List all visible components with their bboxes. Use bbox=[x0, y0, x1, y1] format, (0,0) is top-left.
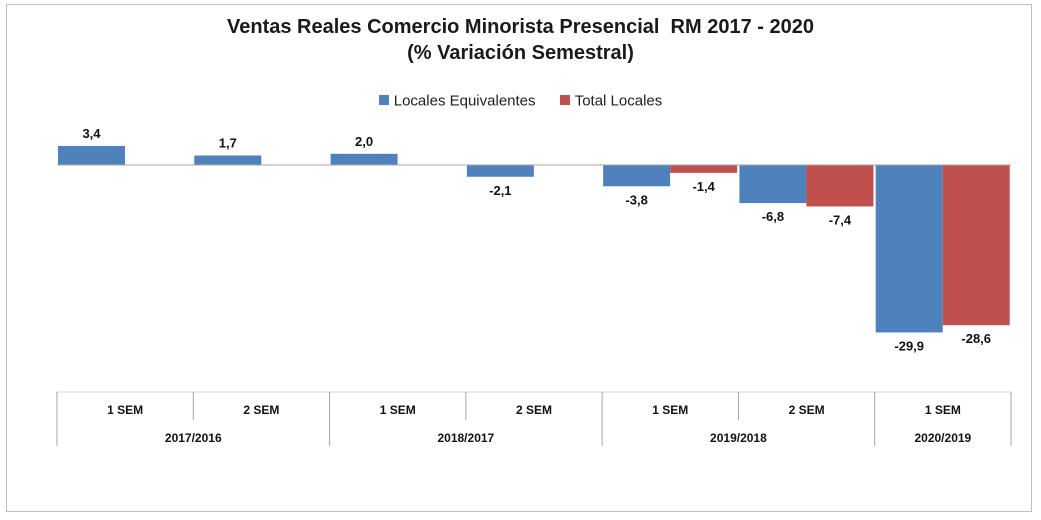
category-label: 2 SEM bbox=[789, 403, 825, 417]
group-label: 2020/2019 bbox=[914, 431, 971, 445]
legend-label: Locales Equivalentes bbox=[393, 92, 536, 110]
legend-swatch-blue bbox=[378, 95, 389, 106]
data-label: 1,7 bbox=[219, 135, 237, 150]
data-label: -29,9 bbox=[894, 338, 924, 353]
data-label: 2,0 bbox=[355, 134, 373, 149]
data-label: 3,4 bbox=[82, 126, 101, 141]
data-label: -2,1 bbox=[489, 183, 511, 198]
legend-label: Total Locales bbox=[574, 92, 663, 110]
bar-locales-equivalentes bbox=[739, 165, 807, 204]
category-label: 2 SEM bbox=[243, 403, 279, 417]
bar-locales-equivalentes bbox=[603, 165, 671, 187]
chart-title-line-2: (% Variación Semestral) bbox=[407, 42, 634, 64]
chart-title-line-1: Ventas Reales Comercio Minorista Presenc… bbox=[227, 16, 814, 38]
group-label: 2019/2018 bbox=[710, 431, 767, 445]
legend: Locales Equivalentes Total Locales bbox=[0, 92, 1041, 110]
legend-item-total-locales: Total Locales bbox=[559, 92, 663, 110]
bar-total-locales bbox=[670, 165, 738, 173]
category-label: 1 SEM bbox=[380, 403, 416, 417]
data-label: -1,4 bbox=[692, 179, 715, 194]
chart-title: Ventas Reales Comercio Minorista Presenc… bbox=[0, 14, 1041, 66]
data-label: -6,8 bbox=[762, 209, 784, 224]
data-label: -28,6 bbox=[961, 331, 991, 346]
data-label: -3,8 bbox=[625, 192, 647, 207]
category-label: 1 SEM bbox=[925, 403, 961, 417]
bar-locales-equivalentes bbox=[58, 145, 125, 165]
chart-frame bbox=[6, 4, 1032, 512]
legend-swatch-red bbox=[559, 95, 570, 106]
bar-locales-equivalentes bbox=[330, 153, 398, 165]
bar-total-locales bbox=[806, 165, 874, 207]
bar-locales-equivalentes bbox=[194, 155, 262, 165]
group-label: 2017/2016 bbox=[165, 431, 222, 445]
category-label: 2 SEM bbox=[516, 403, 552, 417]
bar-locales-equivalentes bbox=[875, 165, 943, 333]
data-label: -7,4 bbox=[829, 212, 852, 227]
bar-total-locales bbox=[942, 165, 1010, 326]
category-label: 1 SEM bbox=[652, 403, 688, 417]
group-label: 2018/2017 bbox=[437, 431, 494, 445]
legend-item-locales-equivalentes: Locales Equivalentes bbox=[378, 92, 536, 110]
category-label: 1 SEM bbox=[107, 403, 143, 417]
bar-locales-equivalentes bbox=[466, 165, 534, 177]
